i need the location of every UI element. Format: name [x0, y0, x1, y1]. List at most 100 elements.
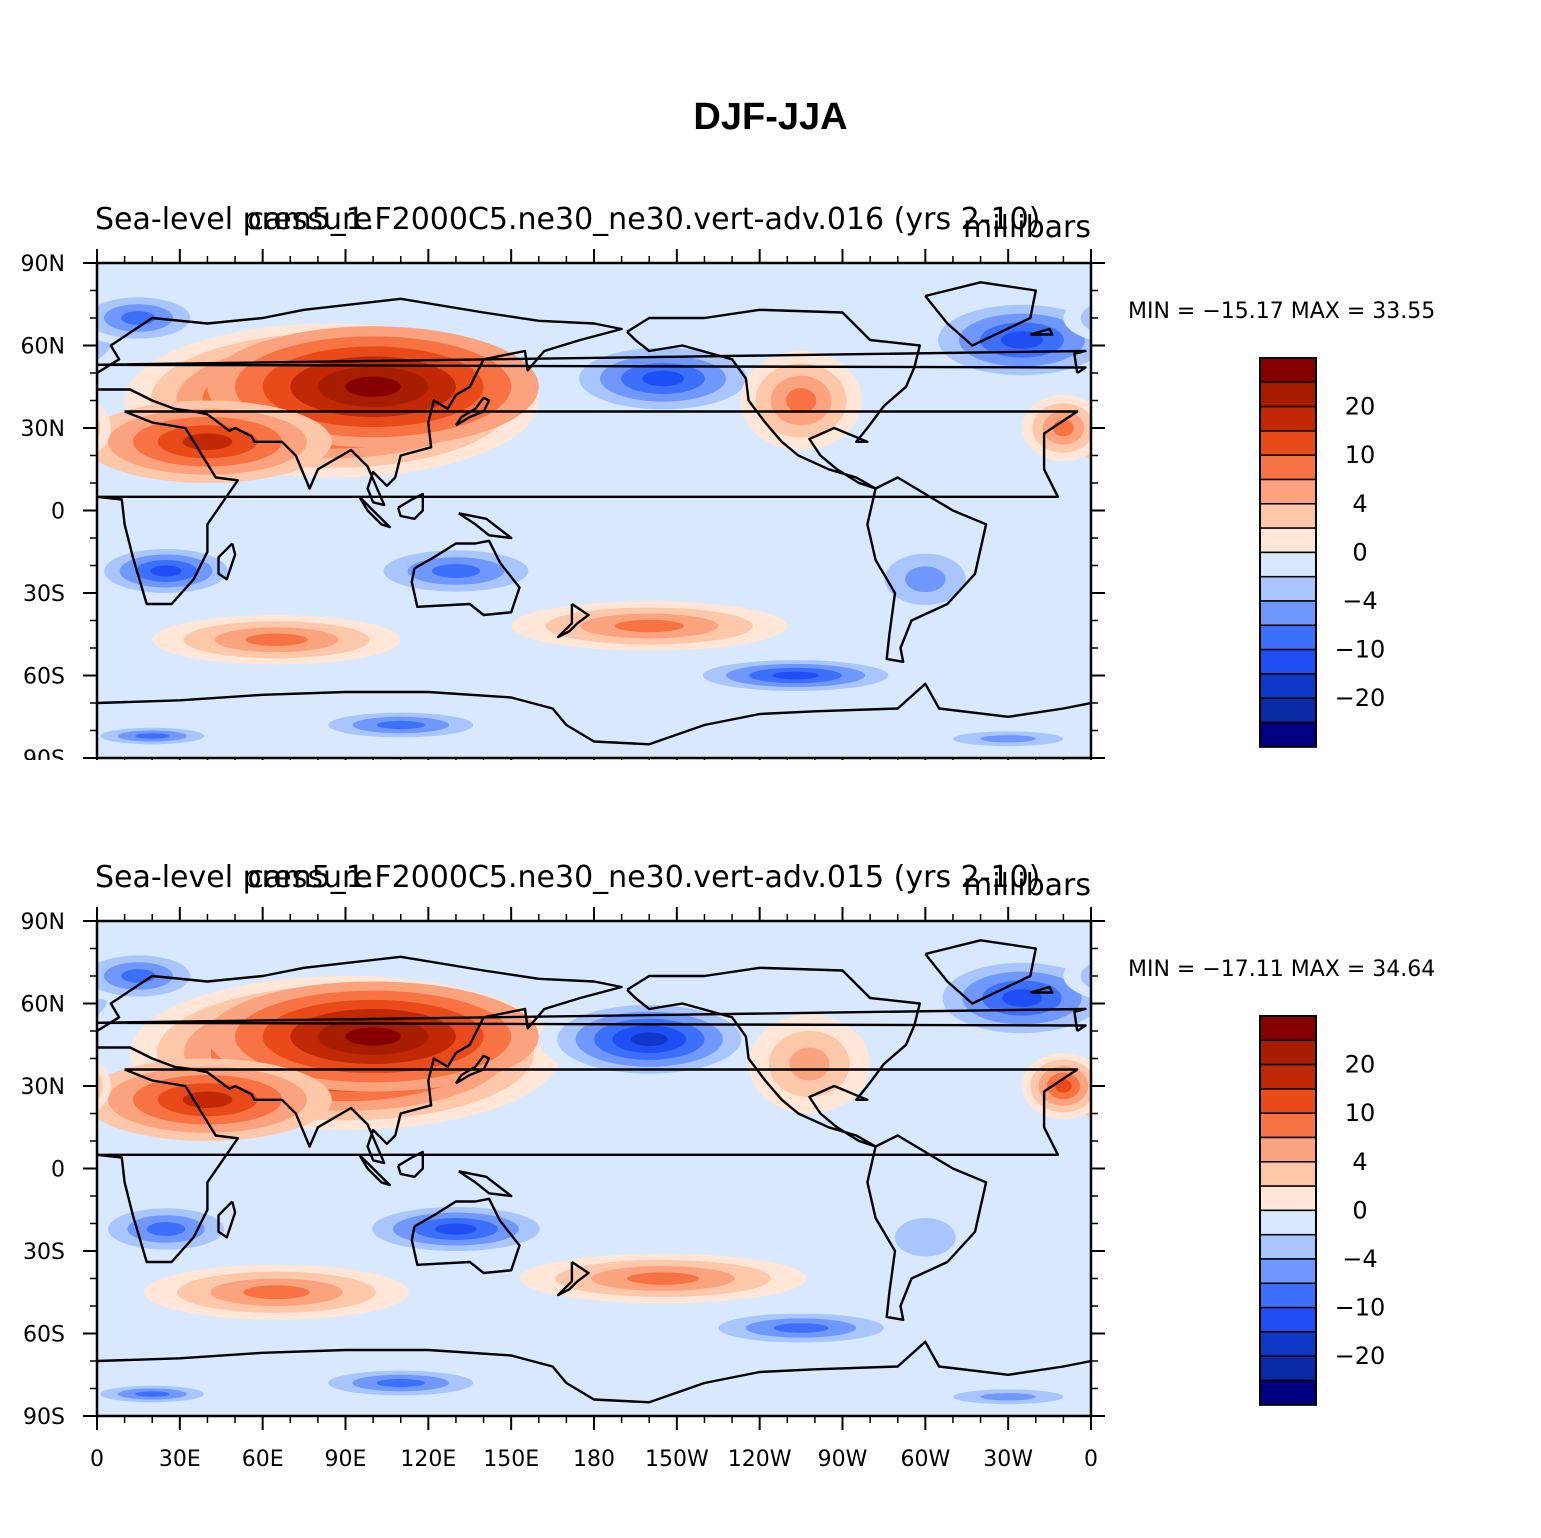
coastline [97, 349, 1087, 375]
contour-level [434, 1223, 477, 1235]
colorbar-box [1259, 1331, 1317, 1357]
panel-units: millibars [963, 210, 1091, 245]
colorbar-box [1259, 1063, 1317, 1090]
coastline [454, 396, 491, 427]
coastline [924, 939, 1037, 1005]
min-max-label: MIN = −17.11 MAX = 34.64 [1128, 957, 1435, 982]
x-tick-label: 30E [159, 1447, 201, 1472]
contour-level [642, 370, 685, 387]
contour-level [245, 633, 308, 646]
colorbar-label: 4 [1352, 1148, 1367, 1176]
coastline [626, 308, 921, 490]
contour-level [134, 1391, 170, 1397]
x-tick-label: 150W [645, 1447, 709, 1472]
colorbar-box [1259, 1136, 1317, 1163]
colorbar-box [1259, 1233, 1317, 1260]
coastlines [97, 281, 1091, 746]
contour-level [0, 1393, 42, 1400]
panel-case-title: cam5_1.F2000C5.ne30_ne30.vert-adv.015 (y… [248, 860, 1041, 895]
x-tick-label: 120E [400, 1447, 456, 1472]
x-tick-label: 150E [483, 1447, 539, 1472]
colorbar-label: −20 [1335, 684, 1386, 712]
contour-level [1112, 1389, 1181, 1400]
coastline [866, 476, 988, 663]
y-tick-label: 90S [23, 747, 65, 760]
contour-level [789, 1047, 830, 1081]
panel-left-title: Sea-level pressure [95, 860, 372, 895]
coastline [626, 966, 921, 1148]
contour-level [1094, 1386, 1198, 1403]
contour-level [345, 1027, 401, 1046]
colorbar-label: −10 [1335, 636, 1386, 664]
x-tick-label: 0 [1084, 1447, 1098, 1472]
contour-level [1082, 558, 1091, 584]
colorbar-box [1259, 1306, 1317, 1333]
contour-level [376, 1378, 425, 1388]
contour-level [243, 1285, 310, 1300]
colorbar: 20 10 4 0 −4 −10 −20 [1259, 1015, 1385, 1406]
panel-left-title: Sea-level pressure [95, 202, 372, 237]
contour-level [1080, 305, 1091, 331]
contour-level [1082, 1216, 1091, 1242]
contour-level [772, 671, 819, 680]
colorbar-label: 10 [1345, 1099, 1376, 1127]
x-tick-label: 180 [573, 1447, 615, 1472]
coastline [556, 602, 590, 639]
y-tick-label: 30N [21, 1075, 65, 1100]
x-tick-label: 30W [983, 1447, 1033, 1472]
panel-2: 0 30E 60E 90E 120E 150E 180 150W 120W 90W 60W 30W 09… [0, 860, 1436, 1472]
y-tick-label: 30S [23, 1240, 65, 1265]
y-tick-label: 60S [23, 1323, 65, 1348]
contour-level [1121, 1215, 1198, 1243]
colorbar-label: 0 [1352, 538, 1367, 566]
contour-level [150, 565, 182, 577]
coastline [97, 410, 1079, 606]
colorbar-label: 20 [1345, 1051, 1376, 1079]
contour-level [785, 388, 817, 413]
contour-level [134, 733, 170, 739]
colorbar-frame [1259, 357, 1317, 748]
contour-level [1102, 1208, 1218, 1249]
coastline [358, 1153, 391, 1187]
contour-level [345, 376, 401, 397]
colorbar-frame [1259, 1015, 1317, 1406]
y-tick-label: 30N [21, 417, 65, 442]
coastline [358, 495, 391, 529]
coastline [410, 539, 521, 617]
colorbar-label: −4 [1342, 587, 1377, 615]
colorbar-box [1259, 1282, 1317, 1309]
x-tick-label: 90E [325, 1447, 367, 1472]
contour-level [1063, 296, 1091, 340]
contour-field [97, 263, 1091, 758]
contour-level [905, 566, 946, 593]
colorbar-box [1259, 405, 1317, 432]
contour-level [1127, 1075, 1276, 1125]
x-tick-label: 60W [900, 1447, 950, 1472]
coastlines [97, 939, 1091, 1404]
y-tick-label: 0 [51, 500, 65, 525]
panel-units: millibars [963, 868, 1091, 903]
y-tick-label: 60N [21, 335, 65, 360]
coastline [454, 1054, 491, 1085]
x-tick-label: 120W [728, 1447, 792, 1472]
contour-level [894, 1218, 956, 1257]
coastline [458, 1170, 513, 1198]
colorbar-box [1259, 1088, 1317, 1114]
x-tick-label: 90W [818, 1447, 868, 1472]
colorbar-label: 0 [1352, 1196, 1367, 1224]
colorbar-box [1259, 1161, 1317, 1187]
coastline [97, 1340, 1091, 1404]
contour-level [773, 1323, 829, 1333]
contour-level [1177, 1092, 1227, 1109]
coastline [1029, 985, 1054, 994]
coastline [396, 1150, 424, 1178]
contour-level [1152, 1083, 1251, 1116]
colorbar-label: 20 [1345, 393, 1376, 421]
colorbar-box [1259, 551, 1317, 578]
colorbar-box [1259, 357, 1317, 384]
contour-level [980, 735, 1036, 743]
contour-level [627, 1272, 699, 1285]
colorbar-box [1259, 1209, 1317, 1236]
contour-level [980, 1393, 1036, 1401]
